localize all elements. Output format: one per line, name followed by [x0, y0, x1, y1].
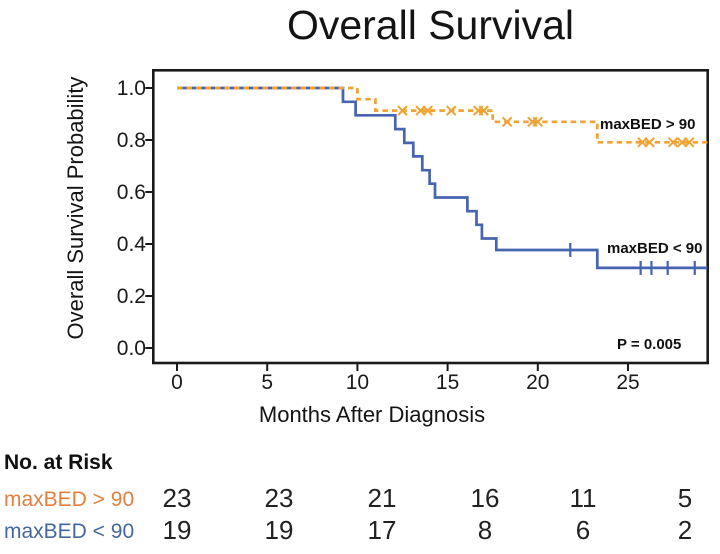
censor-x-mark — [446, 105, 457, 116]
risk-table-title: No. at Risk — [4, 451, 113, 474]
risk-row-label-maxbed-lt-90: maxBED < 90 — [4, 520, 135, 543]
risk-count: 19 — [162, 515, 192, 545]
plot-frame — [152, 69, 710, 365]
censor-x-mark — [397, 105, 408, 116]
series-label-maxbed-lt-90: maxBED < 90 — [607, 240, 703, 257]
x-tick-label-25: 25 — [616, 371, 640, 394]
censor-x-mark — [667, 137, 679, 148]
y-tick-label-1.0: 1.0 — [116, 77, 146, 100]
series-label-maxbed-gt-90: maxBED > 90 — [600, 116, 696, 133]
risk-count: 16 — [470, 483, 500, 513]
risk-count: 17 — [367, 515, 397, 545]
x-axis-label: Months After Diagnosis — [258, 402, 486, 427]
y-tick-label-0.0: 0.0 — [116, 337, 146, 360]
risk-count: 21 — [367, 483, 397, 513]
risk-count: 8 — [477, 515, 493, 545]
censor-x-mark — [478, 105, 489, 116]
censor-x-mark — [644, 137, 655, 148]
x-tick-label-10: 10 — [345, 371, 370, 394]
censor-x-mark — [422, 105, 433, 116]
x-tick-label-5: 5 — [261, 371, 274, 394]
series-line-maxbed-gt-90 — [177, 86, 708, 144]
risk-count: 5 — [677, 483, 693, 513]
x-tick-label-0: 0 — [171, 371, 183, 394]
y-tick-label-0.4: 0.4 — [116, 233, 146, 256]
risk-count: 2 — [677, 515, 693, 545]
risk-count: 23 — [162, 483, 192, 513]
chart-title: Overall Survival — [286, 2, 575, 48]
censor-x-mark — [501, 116, 513, 128]
censor-x-mark — [532, 116, 544, 128]
y-tick-label-0.2: 0.2 — [116, 285, 146, 308]
x-tick-label-20: 20 — [526, 371, 550, 394]
risk-count: 6 — [575, 515, 591, 545]
series-line-maxbed-lt-90 — [177, 86, 708, 270]
y-tick-label-0.6: 0.6 — [116, 181, 146, 204]
x-tick-label-15: 15 — [435, 371, 460, 394]
risk-count: 23 — [264, 483, 294, 513]
risk-row-label-maxbed-gt-90: maxBED > 90 — [4, 488, 135, 511]
y-tick-label-0.8: 0.8 — [116, 129, 146, 152]
risk-count: 19 — [264, 515, 294, 545]
p-value-annotation: P = 0.005 — [617, 336, 682, 353]
censor-x-mark — [684, 137, 695, 148]
risk-count: 11 — [569, 483, 597, 513]
